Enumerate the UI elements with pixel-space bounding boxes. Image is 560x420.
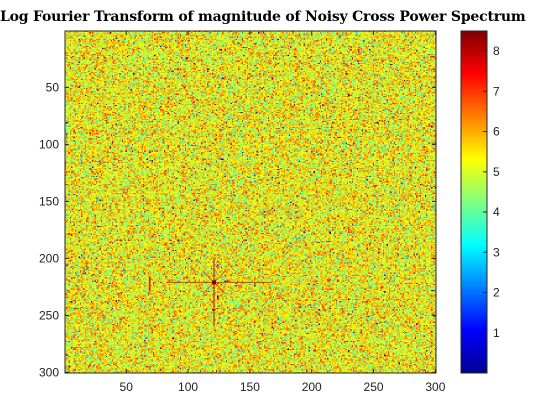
x-tick-label: 250 [364,380,384,394]
chart-title: Log Fourier Transform of magnitude of No… [0,9,526,25]
colorbar-tick-label: 2 [493,286,500,300]
y-tick-label: 50 [46,80,60,94]
x-axis: 50 100 150 200 250 300 [120,31,446,394]
plot-frame [64,30,437,374]
heatmap-image [65,31,436,373]
colorbar-tick-label: 6 [493,125,500,139]
colorbar-tick-label: 4 [493,205,500,219]
colorbar-ticks: 1 2 3 4 5 6 7 8 [483,44,500,340]
colorbar-gradient [460,30,488,374]
y-tick-label: 300 [39,365,59,379]
x-tick-label: 50 [120,380,134,394]
colorbar-tick-label: 5 [493,165,500,179]
y-tick-label: 250 [39,308,59,322]
colorbar-tick-label: 8 [493,44,500,58]
colorbar: 1 2 3 4 5 6 7 8 [460,30,500,374]
colorbar-tick-label: 7 [493,84,500,98]
colorbar-tick-label: 1 [493,326,500,340]
x-tick-label: 200 [302,380,322,394]
heatmap-features [148,258,273,327]
y-tick-label: 150 [39,194,59,208]
y-axis: 50 100 150 200 250 300 [39,80,436,379]
x-tick-label: 100 [178,380,198,394]
y-tick-label: 100 [39,137,59,151]
x-tick-label: 150 [240,380,260,394]
x-tick-label: 300 [425,380,445,394]
heatmap-noise-texture [65,31,436,373]
colorbar-tick-label: 3 [493,245,500,259]
y-tick-label: 200 [39,251,59,265]
peak-point [212,280,217,285]
